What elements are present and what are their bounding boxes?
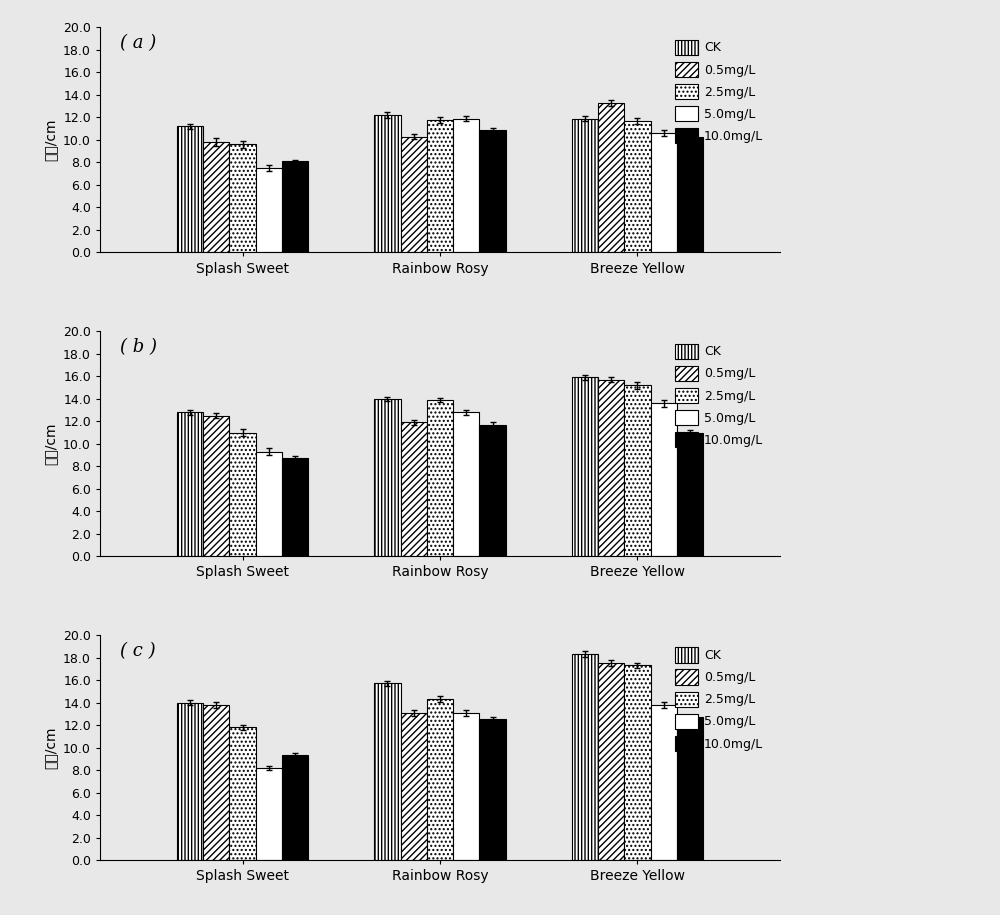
Bar	[177, 413, 203, 556]
Bar	[453, 713, 479, 860]
Bar	[453, 413, 479, 556]
Bar	[401, 136, 427, 253]
Legend: CK, 0.5mg/L, 2.5mg/L, 5.0mg/L, 10.0mg/L: CK, 0.5mg/L, 2.5mg/L, 5.0mg/L, 10.0mg/L	[671, 36, 767, 147]
Bar	[427, 120, 453, 253]
Bar	[374, 684, 401, 860]
Bar	[401, 423, 427, 556]
Y-axis label: 株高/cm: 株高/cm	[44, 423, 58, 465]
Bar	[651, 705, 677, 860]
Text: ( c ): ( c )	[120, 641, 156, 660]
Bar	[203, 705, 229, 860]
Bar	[427, 400, 453, 556]
Bar	[203, 415, 229, 556]
Bar	[453, 119, 479, 253]
Bar	[229, 433, 256, 556]
Bar	[598, 102, 624, 253]
Text: ( a ): ( a )	[120, 34, 157, 52]
Bar	[624, 121, 651, 253]
Bar	[203, 142, 229, 253]
Bar	[572, 377, 598, 556]
Y-axis label: 株高/cm: 株高/cm	[44, 727, 58, 769]
Legend: CK, 0.5mg/L, 2.5mg/L, 5.0mg/L, 10.0mg/L: CK, 0.5mg/L, 2.5mg/L, 5.0mg/L, 10.0mg/L	[671, 339, 767, 451]
Bar	[479, 719, 506, 860]
Bar	[177, 703, 203, 860]
Bar	[677, 136, 703, 253]
Bar	[256, 452, 282, 556]
Bar	[651, 134, 677, 253]
Bar	[479, 130, 506, 253]
Y-axis label: 株高/cm: 株高/cm	[44, 119, 58, 161]
Bar	[177, 126, 203, 253]
Bar	[256, 168, 282, 253]
Bar	[256, 768, 282, 860]
Bar	[572, 654, 598, 860]
Bar	[677, 717, 703, 860]
Bar	[282, 756, 308, 860]
Bar	[572, 119, 598, 253]
Bar	[427, 699, 453, 860]
Legend: CK, 0.5mg/L, 2.5mg/L, 5.0mg/L, 10.0mg/L: CK, 0.5mg/L, 2.5mg/L, 5.0mg/L, 10.0mg/L	[671, 643, 767, 755]
Bar	[229, 145, 256, 253]
Bar	[282, 161, 308, 253]
Text: ( b ): ( b )	[120, 338, 157, 356]
Bar	[624, 385, 651, 556]
Bar	[282, 458, 308, 556]
Bar	[374, 115, 401, 253]
Bar	[651, 404, 677, 556]
Bar	[401, 713, 427, 860]
Bar	[677, 433, 703, 556]
Bar	[229, 727, 256, 860]
Bar	[598, 663, 624, 860]
Bar	[374, 399, 401, 556]
Bar	[479, 425, 506, 556]
Bar	[624, 665, 651, 860]
Bar	[598, 380, 624, 556]
